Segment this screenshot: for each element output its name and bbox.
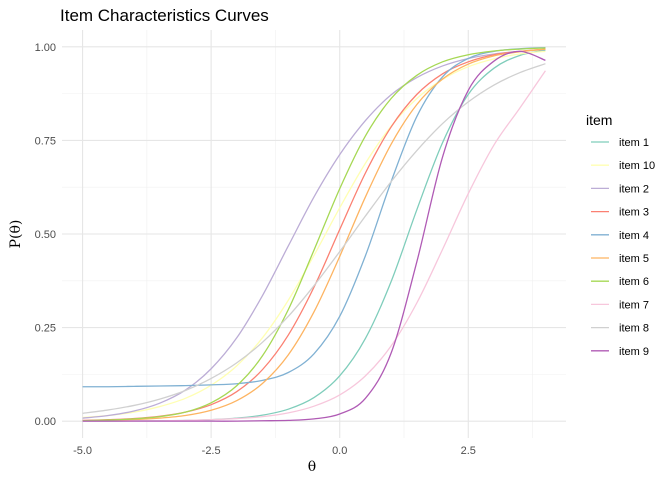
legend-label-item-4: item 4 bbox=[619, 230, 649, 242]
legend-label-item-9: item 9 bbox=[619, 346, 649, 358]
series-line-item-1 bbox=[82, 49, 546, 422]
y-tick-label: 0.00 bbox=[35, 416, 56, 428]
legend-items: item 1 item 10 item 2 item 3 item 4 item 5 ite… bbox=[591, 137, 655, 358]
series-line-item-7 bbox=[82, 70, 546, 422]
legend-label-item-1: item 1 bbox=[619, 137, 649, 149]
series-line-item-9 bbox=[82, 50, 546, 422]
legend-title: item bbox=[586, 112, 612, 128]
chart-title: Item Characteristics Curves bbox=[60, 6, 269, 25]
y-tick-label: 0.25 bbox=[35, 323, 56, 335]
x-axis-ticks: -5.0 -2.5 0.0 2.5 bbox=[73, 445, 476, 457]
x-tick-label: -5.0 bbox=[73, 445, 92, 457]
x-tick-label: -2.5 bbox=[202, 445, 221, 457]
y-tick-label: 0.75 bbox=[35, 135, 56, 147]
x-axis-title: θ bbox=[308, 459, 316, 475]
legend-label-item-8: item 8 bbox=[619, 323, 649, 335]
legend-label-item-2: item 2 bbox=[619, 183, 649, 195]
y-axis-title: P(θ) bbox=[8, 220, 24, 249]
legend-label-item-6: item 6 bbox=[619, 276, 649, 288]
legend-label-item-10: item 10 bbox=[619, 160, 655, 172]
grid bbox=[62, 30, 566, 438]
legend-label-item-3: item 3 bbox=[619, 207, 649, 219]
series-line-item-3 bbox=[82, 48, 546, 422]
series-line-item-8 bbox=[82, 63, 546, 414]
legend-label-item-7: item 7 bbox=[619, 299, 649, 311]
series-lines bbox=[82, 46, 546, 422]
series-line-item-4 bbox=[82, 46, 546, 388]
x-tick-label: 0.0 bbox=[332, 445, 347, 457]
series-line-item-5 bbox=[82, 48, 546, 422]
y-tick-label: 1.00 bbox=[35, 42, 56, 54]
series-line-item-6 bbox=[82, 47, 546, 422]
y-axis-ticks: 0.00 0.25 0.50 0.75 1.00 bbox=[35, 42, 56, 428]
legend-label-item-5: item 5 bbox=[619, 253, 649, 265]
x-tick-label: 2.5 bbox=[461, 445, 476, 457]
series-line-item-10 bbox=[82, 50, 546, 419]
y-tick-label: 0.50 bbox=[35, 229, 56, 241]
